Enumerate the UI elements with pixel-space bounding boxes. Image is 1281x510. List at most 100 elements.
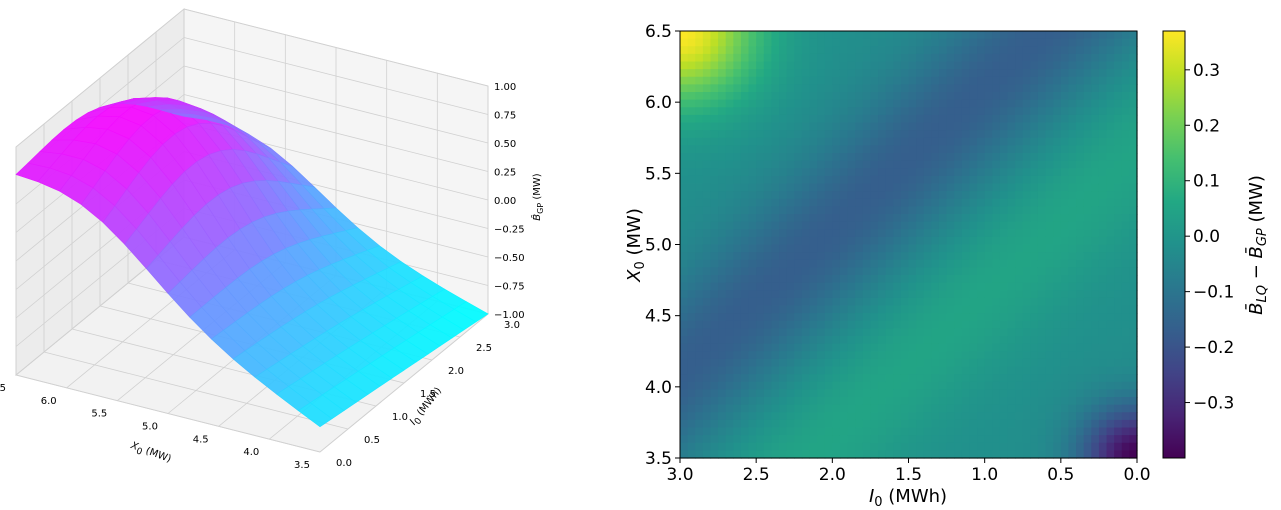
heatmap-cell	[824, 198, 833, 207]
heatmap-cell	[786, 419, 795, 429]
heatmap-cell	[839, 435, 849, 444]
heatmap-x-label: I0 (MWh)	[869, 486, 947, 510]
heatmap-cell	[733, 168, 742, 177]
heatmap-cell	[1098, 244, 1108, 253]
heatmap-cell	[1098, 145, 1108, 154]
heatmap-cell	[1076, 214, 1085, 223]
heatmap-cell	[1076, 175, 1085, 185]
heatmap-cell	[1060, 412, 1070, 421]
heatmap-cell	[1053, 122, 1062, 131]
heatmap-cell	[999, 320, 1009, 329]
heatmap-cell	[961, 137, 971, 146]
heatmap-cell	[710, 130, 719, 139]
heatmap-cell	[740, 450, 750, 459]
heatmap-cell	[862, 374, 872, 383]
heatmap-cell	[786, 351, 795, 360]
x-tick-label: 2.5	[743, 465, 770, 485]
heatmap-cell	[786, 267, 795, 276]
heatmap-cell	[748, 191, 757, 200]
heatmap-cell	[1022, 267, 1031, 276]
heatmap-cell	[824, 267, 833, 276]
heatmap-cell	[878, 84, 887, 93]
heatmap-cell	[740, 229, 750, 238]
heatmap-cell	[908, 76, 917, 85]
heatmap-cell	[1068, 99, 1077, 108]
heatmap-cell	[1114, 381, 1123, 390]
heatmap-cell	[847, 122, 856, 131]
heatmap-cell	[710, 252, 719, 261]
heatmap-cell	[1083, 191, 1092, 200]
heatmap-cell	[1007, 61, 1016, 70]
heatmap-cell	[931, 191, 940, 200]
colorbar-tick-label: 0.3	[1193, 61, 1220, 81]
heatmap-cell	[801, 153, 811, 162]
heatmap-cell	[1007, 381, 1016, 390]
heatmap-cell	[862, 168, 872, 177]
heatmap-cell	[702, 259, 712, 268]
heatmap-cell	[832, 381, 841, 390]
heatmap-cell	[847, 450, 856, 459]
heatmap-cell	[801, 351, 811, 360]
heatmap-cell	[695, 305, 704, 314]
heatmap-cell	[839, 282, 849, 291]
heatmap-cell	[1053, 114, 1062, 124]
heatmap-cell	[1129, 76, 1138, 85]
heatmap-cell	[1068, 290, 1077, 299]
heatmap-cell	[870, 229, 879, 238]
heatmap-cell	[847, 404, 856, 413]
heatmap-cell	[1083, 175, 1092, 185]
heatmap-cell	[794, 175, 803, 185]
heatmap-cell	[1022, 351, 1031, 360]
heatmap-cell	[786, 137, 795, 146]
heatmap-cell	[725, 244, 734, 253]
heatmap-cell	[718, 114, 727, 124]
heatmap-cell	[779, 252, 788, 261]
heatmap-cell	[999, 236, 1009, 246]
heatmap-cell	[702, 267, 712, 276]
heatmap-cell	[938, 275, 948, 284]
heatmap-cell	[725, 122, 734, 131]
heatmap-cell	[1121, 153, 1130, 162]
heatmap-cell	[756, 76, 765, 85]
heatmap-cell	[931, 160, 940, 169]
heatmap-cell	[900, 114, 910, 124]
heatmap-cell	[954, 191, 963, 200]
heatmap-cell	[999, 297, 1009, 307]
heatmap-cell	[1015, 99, 1024, 108]
heatmap-cell	[1068, 328, 1077, 337]
heatmap-cell	[771, 107, 780, 116]
heatmap-cell	[1068, 198, 1077, 207]
heatmap-cell	[1022, 343, 1031, 352]
heatmap-cell	[900, 366, 910, 375]
heatmap-cell	[999, 343, 1009, 352]
heatmap-cell	[1083, 31, 1092, 40]
heatmap-cell	[1076, 404, 1085, 413]
heatmap-cell	[1053, 183, 1062, 192]
heatmap-cell	[855, 419, 864, 429]
heatmap-cell	[725, 214, 734, 223]
heatmap-cell	[801, 137, 811, 146]
heatmap-cell	[923, 343, 932, 352]
heatmap-cell	[954, 412, 963, 421]
heatmap-cell	[779, 381, 788, 390]
heatmap-cell	[938, 61, 948, 70]
heatmap-cell	[718, 229, 727, 238]
heatmap-cell	[1037, 137, 1047, 146]
heatmap-cell	[992, 351, 1001, 360]
heatmap-cell	[1037, 343, 1047, 352]
heatmap-cell	[817, 366, 826, 375]
heatmap-cell	[969, 107, 978, 116]
heatmap-cell	[680, 404, 689, 413]
heatmap-cell	[908, 114, 917, 124]
heatmap-cell	[1106, 214, 1115, 223]
heatmap-cell	[1129, 145, 1138, 154]
heatmap-cell	[938, 221, 948, 230]
heatmap-cell	[855, 282, 864, 291]
heatmap-cell	[756, 114, 765, 124]
heatmap-cell	[763, 313, 772, 322]
heatmap-cell	[992, 320, 1001, 329]
heatmap-cell	[771, 168, 780, 177]
heatmap-cell	[832, 61, 841, 70]
heatmap-cell	[954, 419, 963, 429]
